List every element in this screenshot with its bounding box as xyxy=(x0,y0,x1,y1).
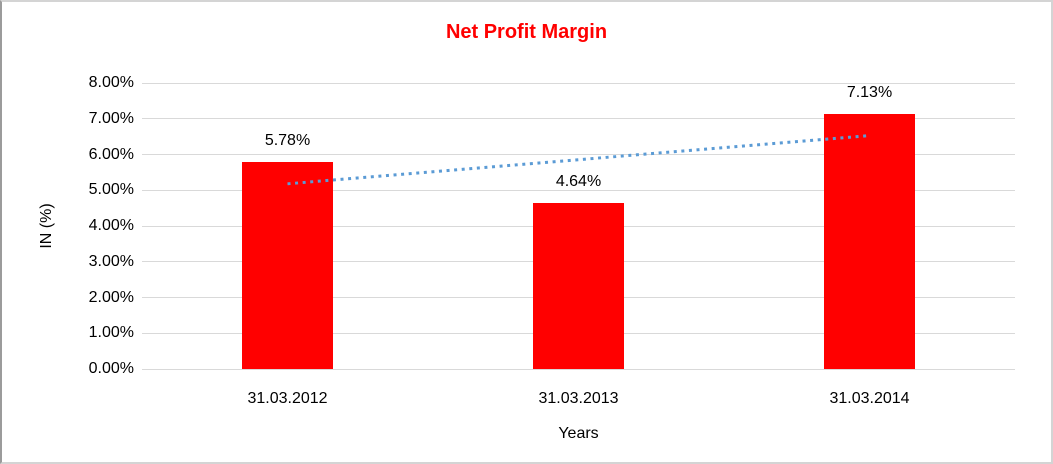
x-axis-title: Years xyxy=(558,425,599,442)
y-tick-label: 2.00% xyxy=(88,288,134,306)
y-tick-label: 0.00% xyxy=(88,360,134,377)
chart-title: Net Profit Margin xyxy=(445,21,608,43)
x-tick-label: 31.03.2014 xyxy=(829,390,910,407)
gridline xyxy=(142,82,1015,84)
y-tick-label: 4.00% xyxy=(88,217,134,234)
y-tick-label: 3.00% xyxy=(88,252,134,270)
x-tick-label: 31.03.2012 xyxy=(247,390,328,407)
gridline xyxy=(142,368,1015,370)
bar-value-label: 7.13% xyxy=(846,84,893,102)
y-tick-label: 1.00% xyxy=(88,324,134,342)
bar-value-label: 5.78% xyxy=(264,132,311,150)
gridline xyxy=(142,189,1015,191)
y-tick-label: 7.00% xyxy=(88,109,134,127)
y-tick-label: 5.00% xyxy=(88,181,134,199)
bar-value-label: 4.64% xyxy=(555,173,602,191)
y-tick-label: 8.00% xyxy=(88,74,134,91)
bar xyxy=(824,114,915,369)
trendline xyxy=(287,134,870,186)
x-tick-label: 31.03.2013 xyxy=(538,390,619,407)
bar xyxy=(242,162,333,369)
y-tick-label: 6.00% xyxy=(88,145,134,163)
bar xyxy=(533,203,624,369)
gridline xyxy=(142,154,1015,155)
gridline xyxy=(142,118,1015,120)
